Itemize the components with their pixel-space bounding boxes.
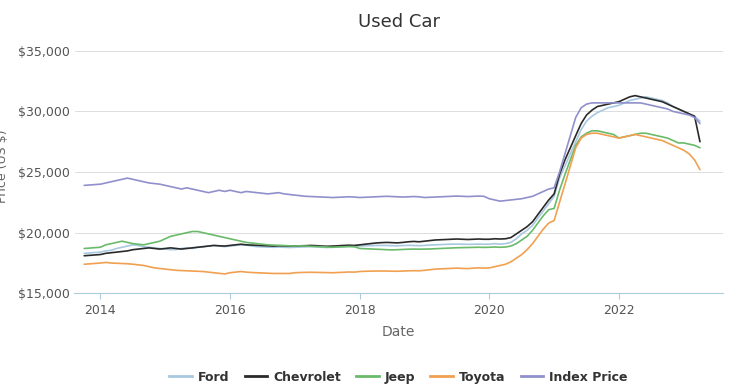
- Ford: [658, 98, 667, 103]
- Jeep: [696, 146, 705, 150]
- Ford: [107, 248, 115, 252]
- Index Price: [285, 192, 294, 197]
- Legend: Ford, Chevrolet, Jeep, Toyota, Index Price: Ford, Chevrolet, Jeep, Toyota, Index Pri…: [165, 366, 633, 386]
- Jeep: [603, 131, 612, 135]
- Line: Toyota: Toyota: [84, 133, 700, 274]
- Toyota: [588, 131, 597, 135]
- Index Price: [696, 121, 705, 126]
- Ford: [112, 246, 121, 251]
- Chevrolet: [658, 99, 667, 104]
- Jeep: [80, 246, 89, 251]
- Line: Jeep: Jeep: [84, 131, 700, 250]
- Chevrolet: [285, 244, 294, 248]
- Toyota: [550, 218, 559, 223]
- Title: Used Car: Used Car: [358, 14, 440, 32]
- Ford: [696, 119, 705, 124]
- Index Price: [107, 179, 115, 184]
- Ford: [80, 251, 89, 256]
- Chevrolet: [593, 104, 602, 109]
- Jeep: [550, 206, 559, 211]
- Jeep: [107, 241, 115, 246]
- Toyota: [221, 272, 229, 276]
- Toyota: [663, 141, 672, 145]
- Index Price: [603, 101, 612, 105]
- Toyota: [291, 271, 299, 275]
- X-axis label: Date: Date: [382, 325, 415, 339]
- Jeep: [387, 247, 396, 252]
- Toyota: [107, 261, 115, 265]
- Jeep: [112, 240, 121, 245]
- Jeep: [588, 129, 597, 133]
- Index Price: [663, 107, 672, 111]
- Ford: [545, 201, 554, 206]
- Index Price: [80, 183, 89, 188]
- Toyota: [112, 261, 121, 266]
- Chevrolet: [545, 198, 554, 202]
- Y-axis label: Price (US $): Price (US $): [0, 129, 10, 203]
- Jeep: [663, 136, 672, 141]
- Jeep: [285, 244, 294, 248]
- Line: Index Price: Index Price: [84, 103, 700, 201]
- Ford: [285, 245, 294, 250]
- Index Price: [495, 199, 504, 203]
- Chevrolet: [112, 250, 121, 254]
- Line: Chevrolet: Chevrolet: [84, 96, 700, 256]
- Chevrolet: [80, 254, 89, 258]
- Toyota: [696, 167, 705, 172]
- Toyota: [603, 133, 612, 138]
- Index Price: [550, 186, 559, 190]
- Index Price: [588, 101, 597, 105]
- Index Price: [112, 178, 121, 183]
- Chevrolet: [107, 251, 115, 255]
- Chevrolet: [696, 139, 705, 144]
- Line: Ford: Ford: [84, 97, 700, 253]
- Toyota: [80, 262, 89, 267]
- Chevrolet: [631, 93, 640, 98]
- Ford: [641, 95, 650, 99]
- Ford: [593, 110, 602, 115]
